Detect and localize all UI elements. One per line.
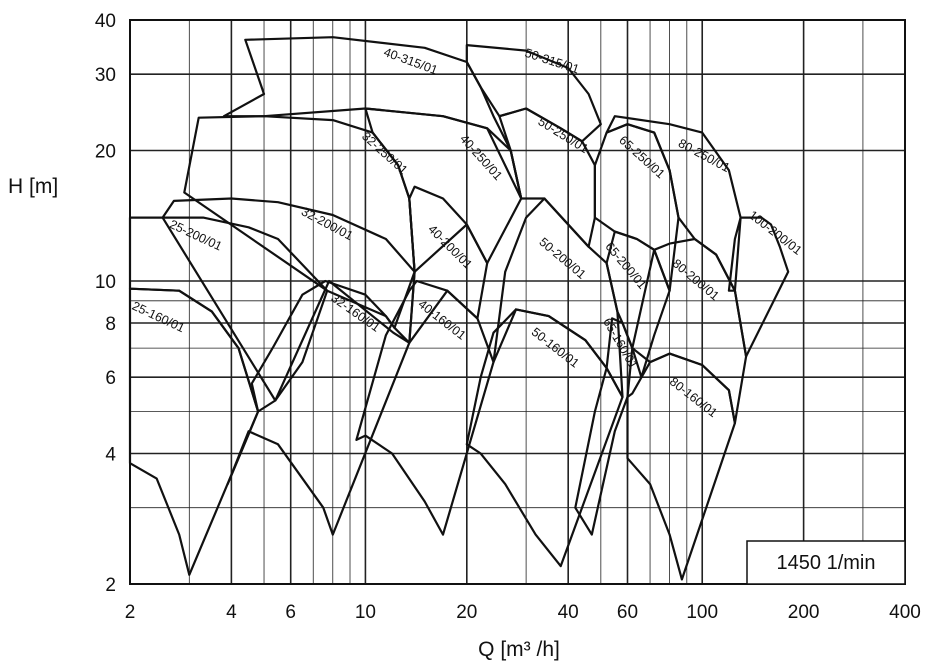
curve-80-250/01 <box>605 115 742 292</box>
curve-25-200/01 <box>128 216 329 413</box>
y-tick-label: 6 <box>105 368 116 389</box>
curve-label: 65-250/01 <box>616 133 667 181</box>
curve-50-200/01 <box>492 197 624 399</box>
curve-label: 32-250/01 <box>359 129 410 177</box>
curve-label: 32-160/01 <box>328 291 382 335</box>
curve-40-315/01 <box>222 36 523 200</box>
x-axis-label: Q [m³ /h] <box>478 638 560 661</box>
curve-50-250/01 <box>498 107 596 248</box>
curve-label: 80-200/01 <box>670 256 722 303</box>
curve-label: 50-315/01 <box>523 46 581 77</box>
x-tick-label: 100 <box>686 602 718 623</box>
curve-label: 80-160/01 <box>667 375 720 421</box>
x-tick-label: 2 <box>125 602 136 623</box>
y-tick-label: 8 <box>105 314 116 335</box>
curve-32-200/01 <box>161 197 416 402</box>
curve-50-315/01 <box>465 44 602 143</box>
y-tick-label: 10 <box>95 272 116 293</box>
y-tick-label: 2 <box>105 575 116 596</box>
curve-100-200/01 <box>727 216 790 358</box>
x-tick-label: 40 <box>558 602 579 623</box>
y-tick-label: 40 <box>95 11 116 32</box>
y-tick-label: 4 <box>105 445 116 466</box>
x-tick-label: 6 <box>285 602 296 623</box>
y-tick-labels: 2 4 6 8 10 20 30 40 <box>95 11 117 596</box>
pump-curves <box>128 36 790 581</box>
x-tick-label: 10 <box>355 602 376 623</box>
x-tick-label: 400 <box>889 602 921 623</box>
curve-65-160/01 <box>574 317 634 536</box>
curve-40-160/01 <box>355 279 495 536</box>
y-tick-label: 20 <box>95 141 116 162</box>
curve-label: 25-200/01 <box>167 217 224 254</box>
x-tick-label: 60 <box>617 602 638 623</box>
speed-box: 1450 1/min <box>746 540 906 585</box>
x-tick-label: 4 <box>226 602 237 623</box>
x-tick-label: 20 <box>456 602 477 623</box>
x-tick-label: 200 <box>788 602 820 623</box>
curve-label: 50-200/01 <box>536 235 588 282</box>
curve-label: 25-160/01 <box>130 299 187 336</box>
curve-25-160/01 <box>128 287 260 576</box>
y-axis-label: H [m] <box>8 175 58 198</box>
speed-box-frame <box>746 540 906 585</box>
x-tick-labels: 2 4 6 10 20 40 60 100 200 400 <box>125 602 921 623</box>
y-tick-label: 30 <box>95 65 116 86</box>
speed-label: 1450 1/min <box>777 552 876 574</box>
curve-label: 80-250/01 <box>676 136 732 175</box>
curve-label: 32-200/01 <box>299 204 355 243</box>
curve-label: 65-200/01 <box>602 240 649 292</box>
curve-label: 100-200/01 <box>746 208 804 258</box>
